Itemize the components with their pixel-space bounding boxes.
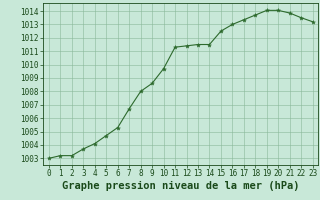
X-axis label: Graphe pression niveau de la mer (hPa): Graphe pression niveau de la mer (hPa) [62,181,300,191]
